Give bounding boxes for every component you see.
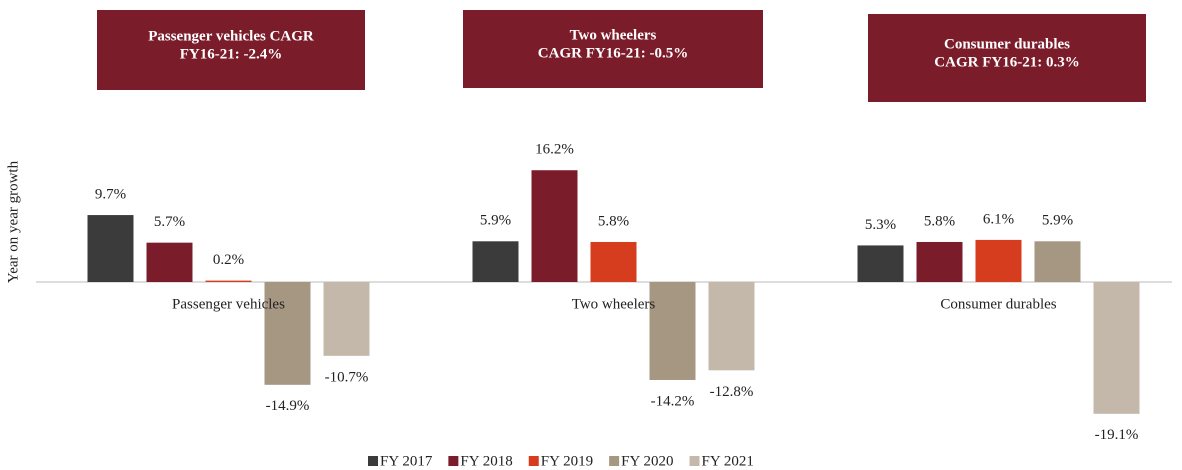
legend-label: FY 2019: [541, 453, 593, 469]
data-label: -12.8%: [710, 384, 754, 400]
annotation-box: [868, 14, 1146, 102]
bar: [531, 170, 578, 282]
legend-swatch: [528, 456, 539, 466]
legend-label: FY 2020: [621, 453, 673, 469]
bar: [264, 282, 311, 385]
bar: [590, 241, 637, 282]
data-label: 5.8%: [924, 213, 955, 229]
legend-swatch: [368, 456, 378, 466]
category-label: Two wheelers: [572, 296, 656, 312]
data-label: 5.7%: [154, 214, 185, 230]
annotation-box: [97, 10, 365, 90]
data-label: 5.3%: [865, 217, 896, 233]
bar: [205, 280, 252, 282]
data-label: 0.2%: [213, 252, 244, 268]
data-label: -14.9%: [266, 398, 310, 414]
data-label: -19.1%: [1095, 427, 1139, 443]
bar: [472, 241, 519, 282]
y-axis-label: Year on year growth: [5, 160, 21, 283]
bar: [1093, 282, 1140, 414]
data-label: -10.7%: [325, 369, 369, 385]
annotation-text: CAGR FY16-21: -0.5%: [538, 45, 688, 61]
bar: [323, 282, 370, 356]
bar: [857, 245, 904, 282]
legend-swatch: [609, 456, 620, 466]
annotation-box: [463, 10, 763, 88]
annotation-text: Two wheelers: [570, 27, 657, 43]
category-label: Consumer durables: [940, 296, 1056, 312]
annotation-text: FY16-21: -2.4%: [180, 46, 282, 62]
legend: FY 2017 FY 2018 FY 2019 FY 2020 FY 2021: [368, 453, 754, 469]
legend-swatch: [689, 456, 700, 466]
data-label: 5.8%: [598, 213, 629, 229]
bar: [975, 239, 1022, 282]
annotation-text: CAGR FY16-21: 0.3%: [934, 54, 1079, 70]
data-label: 5.9%: [1042, 213, 1073, 229]
bar: [708, 282, 755, 371]
data-label: 9.7%: [95, 187, 126, 203]
bar: [916, 241, 963, 282]
annotation-text: Passenger vehicles CAGR: [148, 28, 314, 44]
data-label: 16.2%: [535, 142, 574, 158]
data-label: -14.2%: [651, 393, 695, 409]
legend-label: FY 2018: [460, 453, 512, 469]
data-label: 6.1%: [983, 211, 1014, 227]
legend-label: FY 2021: [702, 453, 754, 469]
category-label: Passenger vehicles: [172, 296, 285, 312]
legend-swatch: [448, 456, 459, 466]
bar: [1034, 241, 1081, 282]
legend-label: FY 2017: [380, 453, 433, 469]
bar: [87, 215, 134, 282]
data-label: 5.9%: [480, 213, 511, 229]
bar: [649, 282, 696, 380]
bar: [146, 242, 193, 282]
annotation-text: Consumer durables: [944, 36, 1070, 52]
